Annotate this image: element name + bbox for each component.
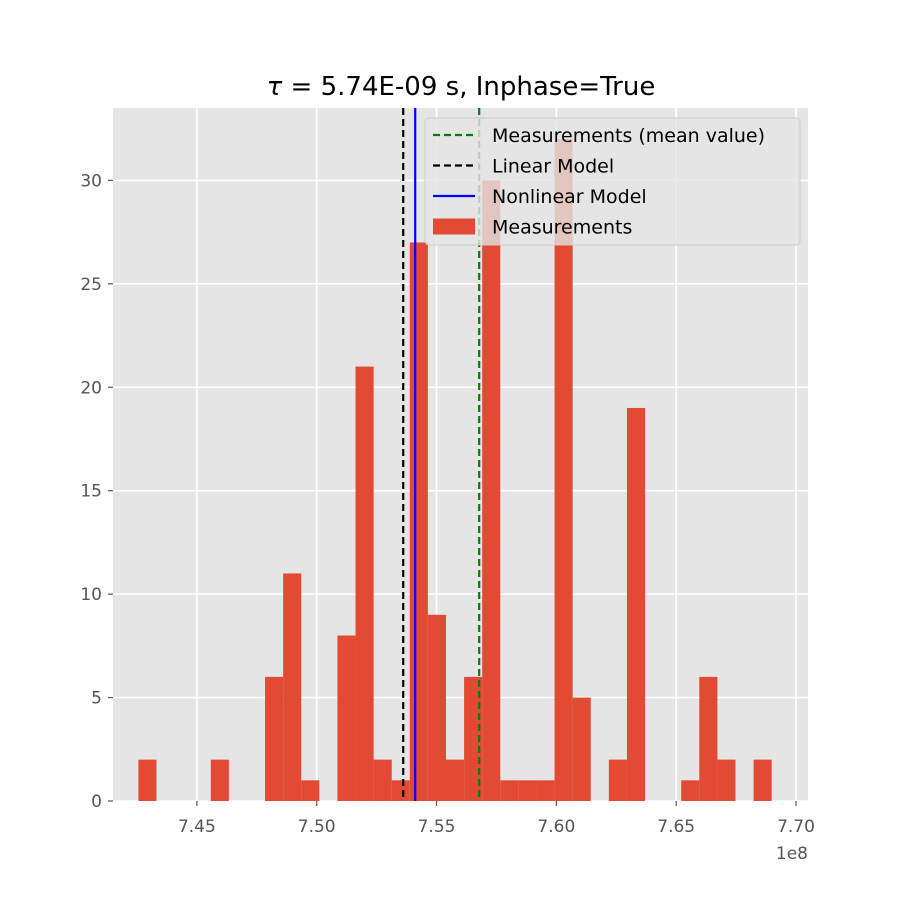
legend-label: Linear Model [492, 156, 614, 178]
histogram-bar [283, 573, 302, 801]
histogram-bar [753, 759, 772, 801]
legend-label: Measurements (mean value) [492, 125, 765, 147]
x-tick-label: 7.45 [178, 817, 216, 837]
histogram-bar [608, 759, 627, 801]
x-tick-label: 7.50 [298, 817, 336, 837]
y-axis-ticks: 0 5 10 15 20 25 30 [80, 171, 113, 812]
histogram-bar [626, 407, 646, 801]
histogram-bar [717, 759, 736, 801]
x-axis-ticks: 7.45 7.50 7.55 7.60 7.65 7.70 [178, 801, 815, 837]
histogram-bar [427, 614, 447, 801]
title-tau: τ [267, 72, 283, 102]
histogram-bar [482, 180, 501, 802]
x-axis-offset-label: 1e8 [776, 844, 808, 864]
histogram-bar [265, 676, 284, 801]
histogram-bar [301, 780, 320, 801]
x-tick-label: 7.55 [418, 817, 456, 837]
y-tick-label: 5 [91, 689, 102, 709]
histogram-bars [138, 139, 772, 802]
histogram-bar [337, 635, 356, 801]
title-rest: = 5.74E-09 s, Inphase=True [282, 72, 655, 102]
legend-box [424, 117, 801, 246]
y-tick-label: 0 [91, 792, 102, 812]
y-tick-label: 20 [80, 378, 102, 398]
y-tick-label: 25 [80, 275, 102, 295]
histogram-bar [699, 676, 718, 801]
histogram-bar [554, 139, 573, 801]
histogram-bar [464, 676, 483, 801]
histogram-bar [518, 780, 537, 801]
histogram-bar [373, 759, 392, 801]
histogram-bar [355, 366, 374, 801]
histogram-bar [210, 759, 229, 801]
histogram-bar [536, 780, 555, 801]
x-tick-label: 7.60 [537, 817, 575, 837]
histogram-bar [391, 780, 410, 801]
x-tick-label: 7.70 [777, 817, 815, 837]
y-tick-label: 10 [80, 585, 102, 605]
histogram-bar [681, 780, 700, 801]
histogram-bar [138, 759, 157, 801]
legend: Measurements (mean value) Linear Model No… [424, 117, 801, 246]
histogram-bar [446, 759, 465, 801]
legend-swatch [433, 218, 475, 235]
legend-label: Measurements [492, 217, 632, 239]
histogram-bar [409, 242, 428, 801]
legend-label: Nonlinear Model [492, 186, 647, 208]
histogram-bar [500, 780, 519, 801]
y-tick-label: 15 [80, 482, 102, 502]
histogram-bar [572, 697, 591, 801]
x-tick-label: 7.65 [657, 817, 695, 837]
chart-title: τ = 5.74E-09 s, Inphase=True [267, 72, 656, 102]
y-tick-label: 30 [80, 171, 102, 191]
